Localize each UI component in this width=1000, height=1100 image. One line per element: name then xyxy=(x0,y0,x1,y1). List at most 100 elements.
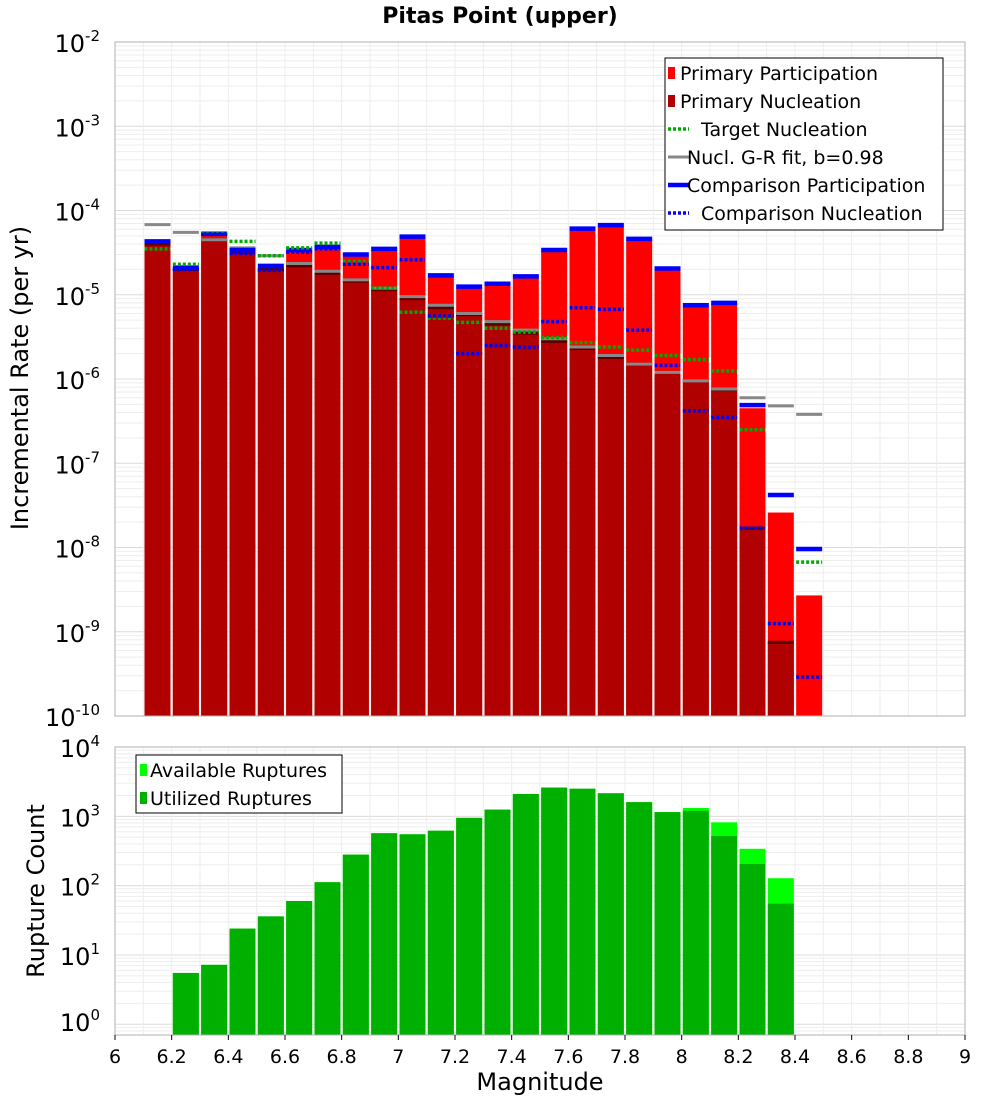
legend-swatch xyxy=(140,764,147,776)
utilized-ruptures-bar xyxy=(682,810,709,1035)
x-tick-label: 8.6 xyxy=(837,1046,867,1068)
legend-item: Target Nucleation xyxy=(668,119,868,141)
utilized-ruptures-bar xyxy=(626,802,653,1035)
bottom-legend-box xyxy=(135,754,343,814)
legend-swatch xyxy=(140,792,147,804)
legend-item: Comparison Participation xyxy=(668,175,925,197)
utilized-ruptures-bar xyxy=(371,833,398,1035)
utilized-ruptures-bar xyxy=(201,964,228,1035)
utilized-ruptures-bar xyxy=(427,830,454,1035)
primary-nucleation-bar xyxy=(767,642,794,716)
utilized-ruptures-bar xyxy=(257,916,284,1035)
bottom-y-tick-label: 103 xyxy=(60,801,100,832)
x-tick-label: 6 xyxy=(109,1046,121,1068)
bottom-y-tick-label: 104 xyxy=(60,732,100,763)
utilized-ruptures-bar xyxy=(484,809,511,1035)
x-tick-label: 6.8 xyxy=(327,1046,357,1068)
x-tick-label: 7 xyxy=(392,1046,404,1068)
x-tick-label: 8 xyxy=(676,1046,688,1068)
x-tick-label: 9 xyxy=(959,1046,971,1068)
bottom-plot-frame xyxy=(114,746,966,1036)
primary-nucleation-bar xyxy=(739,528,766,716)
legend-item: Utilized Ruptures xyxy=(140,788,312,810)
primary-nucleation-bar xyxy=(314,273,341,716)
chart-title: Pitas Point (upper) xyxy=(382,4,617,29)
legend-label: Nucl. G-R fit, b=0.98 xyxy=(687,147,884,169)
x-tick-label: 6.2 xyxy=(157,1046,187,1068)
primary-nucleation-bar xyxy=(371,289,398,716)
x-tick-label: 6.4 xyxy=(213,1046,243,1068)
x-tick-label: 8.8 xyxy=(893,1046,923,1068)
primary-nucleation-bar xyxy=(172,269,199,716)
bottom-y-axis-title: Rupture Count xyxy=(22,804,50,978)
legend-label: Available Ruptures xyxy=(150,760,327,782)
utilized-ruptures-bar xyxy=(767,903,794,1035)
utilized-ruptures-bar xyxy=(456,817,483,1035)
primary-nucleation-bar xyxy=(144,244,171,717)
x-tick-label: 6.6 xyxy=(270,1046,300,1068)
primary-nucleation-bar xyxy=(512,333,539,716)
x-tick-label: 7.6 xyxy=(553,1046,583,1068)
top-plot-area: 10-10 10-9 10-8 10-7 10-6 10-5 10-4 10-3 10-2 Pri… xyxy=(45,27,966,732)
utilized-ruptures-bar xyxy=(569,788,596,1035)
bottom-legend: Available Ruptures Utilized Ruptures xyxy=(135,754,343,814)
top-y-tick-label: 10-5 xyxy=(54,280,100,311)
legend-label: Primary Participation xyxy=(680,63,878,85)
legend-item: Primary Nucleation xyxy=(668,91,861,113)
legend-label: Utilized Ruptures xyxy=(150,788,312,810)
legend-swatch xyxy=(668,95,675,107)
legend-label: Target Nucleation xyxy=(700,119,868,141)
primary-nucleation-bar xyxy=(541,341,568,716)
legend-swatch xyxy=(668,67,675,79)
top-y-tick-labels: 10-10 10-9 10-8 10-7 10-6 10-5 10-4 10-3 10-2 xyxy=(45,27,100,732)
x-tick-label: 8.2 xyxy=(723,1046,753,1068)
top-y-tick-label: 10-8 xyxy=(54,533,100,564)
utilized-ruptures-bar xyxy=(597,793,624,1035)
primary-nucleation-bar xyxy=(427,307,454,716)
top-y-axis-title: Incremental Rate (per yr) xyxy=(6,226,34,530)
primary-nucleation-bar xyxy=(201,239,228,716)
primary-nucleation-bar xyxy=(654,372,681,716)
legend-item: Comparison Nucleation xyxy=(668,203,923,225)
legend-label: Comparison Participation xyxy=(687,175,925,197)
primary-nucleation-bar xyxy=(682,380,709,716)
primary-nucleation-bar xyxy=(229,252,256,717)
primary-nucleation-bar xyxy=(569,348,596,716)
bottom-gridlines xyxy=(114,747,966,1036)
primary-nucleation-bar xyxy=(399,298,426,716)
utilized-ruptures-bar xyxy=(399,834,426,1035)
utilized-ruptures-bar xyxy=(172,972,199,1035)
utilized-ruptures-bar xyxy=(512,793,539,1035)
legend-item: Nucl. G-R fit, b=0.98 xyxy=(668,147,884,169)
x-tick-label: 7.2 xyxy=(440,1046,470,1068)
utilized-ruptures-bar xyxy=(739,864,766,1035)
legend-label: Primary Nucleation xyxy=(680,91,861,113)
utilized-ruptures-bar xyxy=(286,901,313,1035)
top-legend: Primary Participation Primary Nucleation T… xyxy=(664,57,944,231)
legend-label: Comparison Nucleation xyxy=(701,203,923,225)
primary-nucleation-bar xyxy=(711,389,738,716)
x-axis-title: Magnitude xyxy=(476,1068,603,1096)
legend-item: Primary Participation xyxy=(668,63,878,85)
top-legend-box xyxy=(664,57,944,231)
x-tick-labels: 6 6.2 6.4 6.6 6.8 7 7.2 7.4 7.6 7.8 8 8.2 8.4 8.6 8.8 9 xyxy=(109,1035,971,1068)
top-y-tick-label: 10-9 xyxy=(54,617,100,648)
bottom-y-tick-labels: 100 101 102 103 104 xyxy=(60,732,100,1037)
x-tick-label: 8.4 xyxy=(780,1046,810,1068)
legend-item: Available Ruptures xyxy=(140,760,327,782)
primary-nucleation-bar xyxy=(286,265,313,716)
bottom-y-tick-label: 101 xyxy=(60,940,100,971)
bottom-y-tick-label: 100 xyxy=(60,1006,100,1037)
primary-nucleation-bar xyxy=(626,364,653,716)
top-y-tick-label: 10-2 xyxy=(54,27,100,58)
bottom-y-tick-label: 102 xyxy=(60,871,100,902)
top-plot-frame xyxy=(114,41,966,717)
top-y-tick-label: 10-6 xyxy=(54,364,100,395)
utilized-ruptures-bar xyxy=(654,812,681,1035)
top-y-tick-label: 10-3 xyxy=(54,111,100,142)
top-y-tick-label: 10-4 xyxy=(54,196,100,227)
primary-nucleation-bar xyxy=(456,314,483,716)
primary-nucleation-bar xyxy=(597,357,624,716)
